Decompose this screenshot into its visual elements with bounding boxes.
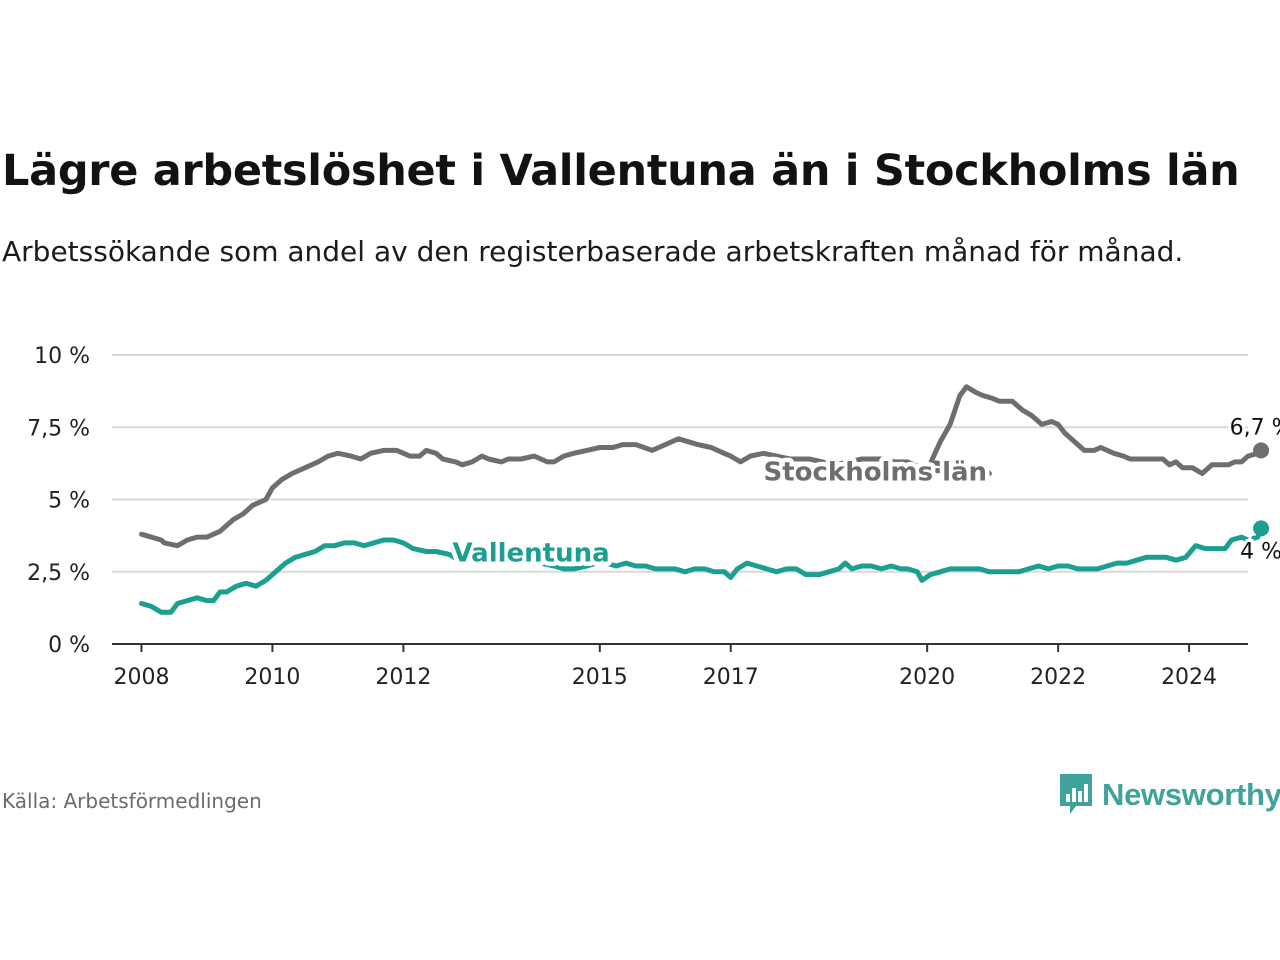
x-tick-label: 2008	[113, 665, 169, 690]
x-tick-label: 2022	[1030, 665, 1086, 690]
x-tick-label: 2012	[375, 665, 431, 690]
brand-logo: Newsworthy	[1058, 772, 1280, 818]
series-label-stockholms-lan: Stockholms län	[763, 458, 987, 488]
x-tick-label: 2020	[899, 665, 955, 690]
y-tick-label: 10 %	[34, 344, 90, 369]
end-marker-stockholms-lan	[1253, 442, 1270, 459]
series-label-vallentuna: Vallentuna	[452, 539, 609, 569]
chart-subtitle: Arbetssökande som andel av den registerb…	[2, 235, 1184, 268]
x-tick-label: 2015	[572, 665, 628, 690]
series-line-vallentuna	[139, 525, 1264, 615]
newsworthy-logo-icon	[1060, 774, 1092, 814]
y-tick-label: 2,5 %	[27, 561, 90, 586]
x-tick-label: 2017	[703, 665, 759, 690]
brand-name: Newsworthy	[1102, 777, 1280, 812]
source-note: Källa: Arbetsförmedlingen	[2, 789, 262, 813]
y-tick-label: 5 %	[48, 489, 90, 514]
end-label-vallentuna: 4 %	[1240, 539, 1280, 564]
y-tick-label: 7,5 %	[27, 416, 90, 441]
end-label-stockholms-lan: 6,7 %	[1230, 415, 1280, 440]
chart-title: Lägre arbetslöshet i Vallentuna än i Sto…	[2, 146, 1240, 196]
x-tick-label: 2010	[244, 665, 300, 690]
series-line-stockholms-lan	[139, 384, 1264, 549]
end-marker-vallentuna	[1253, 520, 1270, 537]
y-tick-label: 0 %	[48, 633, 90, 658]
x-tick-label: 2024	[1161, 665, 1217, 690]
